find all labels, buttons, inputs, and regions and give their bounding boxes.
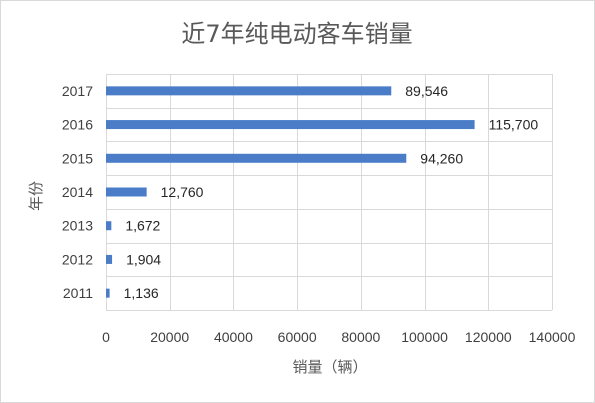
y-tick-label-2016: 2016 — [62, 117, 93, 133]
data-labels: 1,136 1,904 1,672 12,760 94,260 115,700 89,546 — [124, 83, 539, 301]
y-tick-label-2017: 2017 — [62, 83, 93, 99]
x-tick-label: 80000 — [341, 329, 380, 345]
data-label-2012: 1,904 — [126, 251, 161, 267]
x-tick-label: 40000 — [214, 329, 253, 345]
bars — [106, 86, 475, 298]
y-tick-label-2012: 2012 — [62, 251, 93, 267]
x-axis-ticks: 0 20000 40000 60000 80000 100000 120000 140000 — [102, 329, 575, 345]
data-label-2017: 89,546 — [405, 83, 448, 99]
chart-title: 近7年纯电动客车销量 — [181, 20, 412, 48]
data-label-2011: 1,136 — [124, 285, 159, 301]
x-tick-label: 100000 — [401, 329, 448, 345]
x-tick-label: 120000 — [465, 329, 512, 345]
x-axis-title: 销量（辆） — [292, 358, 367, 376]
y-tick-label-2011: 2011 — [63, 285, 93, 301]
x-tick-label: 60000 — [278, 329, 317, 345]
y-tick-label-2014: 2014 — [62, 184, 93, 200]
data-label-2014: 12,760 — [161, 184, 204, 200]
bar-2014 — [106, 187, 147, 197]
y-tick-label-2015: 2015 — [62, 150, 93, 166]
bar-2011 — [106, 288, 110, 298]
data-label-2015: 94,260 — [420, 150, 463, 166]
data-label-2013: 1,672 — [125, 218, 160, 234]
gridlines — [106, 74, 553, 311]
data-label-2016: 115,700 — [489, 117, 539, 133]
y-axis-title: 年份 — [27, 181, 45, 211]
bar-2016 — [106, 120, 475, 130]
bar-2012 — [106, 254, 113, 264]
x-tick-label: 140000 — [529, 329, 576, 345]
y-axis-ticks: 2011 2012 2013 2014 2015 2016 2017 — [62, 83, 93, 301]
bar-2013 — [106, 221, 112, 231]
y-tick-label-2013: 2013 — [62, 218, 93, 234]
bar-2015 — [106, 153, 407, 163]
bar-2017 — [106, 86, 392, 96]
x-tick-label: 0 — [102, 329, 110, 345]
x-tick-label: 20000 — [150, 329, 189, 345]
